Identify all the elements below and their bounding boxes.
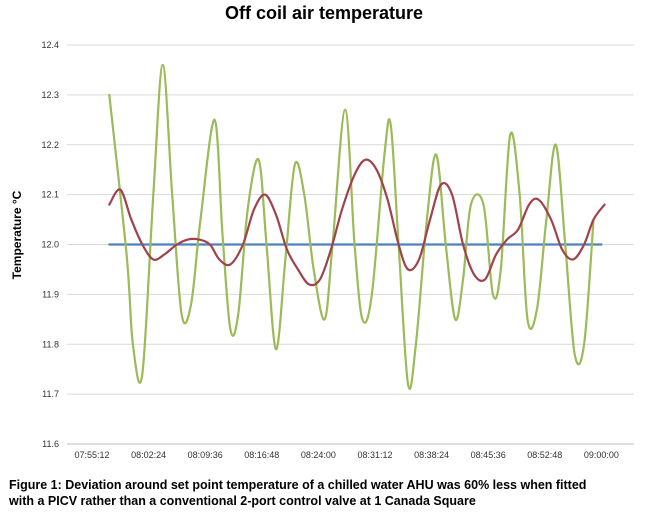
- x-tick-label: 08:38:24: [414, 450, 449, 460]
- line-chart: 11.6 11.7 11.8 11.9 12.0 12.1 12.2 12.3 12.4 07:5…: [41, 40, 634, 460]
- y-tick-label: 11.8: [42, 339, 59, 349]
- y-tick-label: 12.1: [41, 190, 59, 200]
- figure-caption: Figure 1: Deviation around set point tem…: [9, 477, 639, 509]
- x-tick-label: 08:16:48: [244, 450, 279, 460]
- x-tick-label: 09:00:00: [584, 450, 619, 460]
- y-tick-label: 12.3: [41, 90, 59, 100]
- y-axis-label: Temperature °C: [10, 190, 24, 280]
- x-tick-label: 08:52:48: [527, 450, 562, 460]
- caption-line-1: Figure 1: Deviation around set point tem…: [9, 478, 587, 492]
- series-line-2: [108, 63, 595, 391]
- y-tick-label: 11.9: [42, 289, 59, 299]
- x-tick-label: 08:02:24: [131, 450, 166, 460]
- y-tick-label: 12.4: [41, 40, 59, 50]
- y-tick-label: 12.2: [41, 140, 59, 150]
- x-tick-label: 08:09:36: [188, 450, 223, 460]
- chart-title: Off coil air temperature: [224, 3, 424, 23]
- x-tick-label: 08:24:00: [301, 450, 336, 460]
- series-line-3: [108, 158, 606, 287]
- y-tick-label: 12.0: [41, 240, 59, 250]
- y-tick-label: 11.7: [42, 389, 59, 399]
- x-tick-label: 08:31:12: [357, 450, 392, 460]
- x-tick-label: 07:55:12: [74, 450, 109, 460]
- y-tick-label: 11.6: [42, 439, 59, 449]
- x-tick-label: 08:45:36: [471, 450, 506, 460]
- caption-line-2: with a PICV rather than a conventional 2…: [9, 494, 476, 508]
